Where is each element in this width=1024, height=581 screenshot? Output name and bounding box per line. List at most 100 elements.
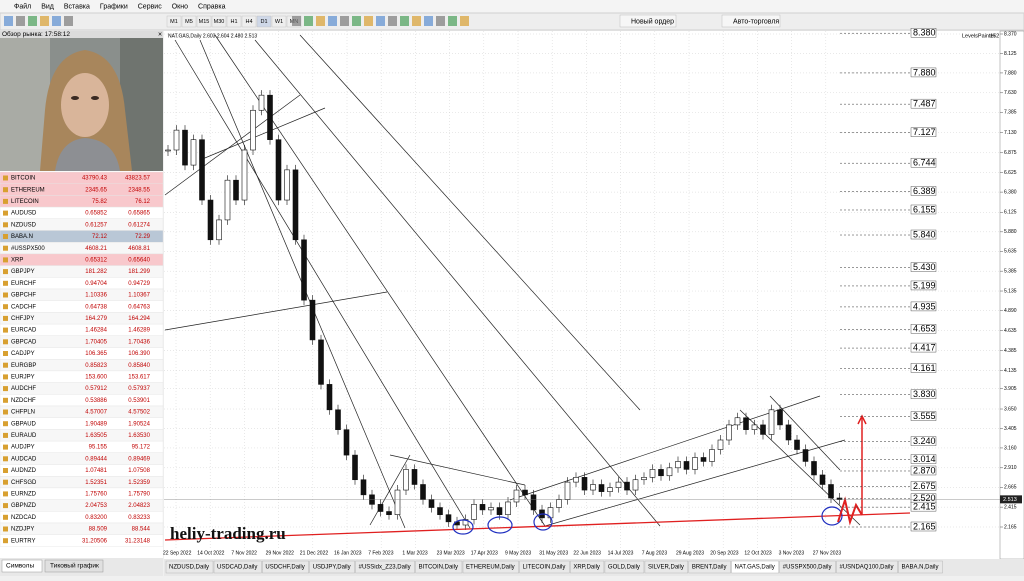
tool-icon[interactable]: [340, 16, 349, 26]
bid: 106.365: [85, 351, 107, 357]
tool-icon[interactable]: [448, 16, 457, 26]
chart-tab[interactable]: [644, 560, 689, 574]
tool-icon[interactable]: [304, 16, 313, 26]
new-order-button[interactable]: [619, 14, 677, 28]
chart-tab[interactable]: [519, 560, 570, 574]
price-tick-label: 7.630: [1004, 90, 1017, 96]
timeframe-label: M30: [214, 19, 225, 25]
panel-tab[interactable]: [44, 559, 104, 573]
panel-tab-label: Символы: [6, 563, 34, 570]
tool-icon[interactable]: [4, 16, 13, 26]
menu-item[interactable]: Вид: [41, 3, 54, 10]
tool-icon[interactable]: [460, 16, 469, 26]
price-tick-label: 3.160: [1004, 445, 1017, 451]
ask: 1.46289: [128, 328, 150, 334]
candle: [828, 484, 834, 499]
new-order-label: Новый ордер: [631, 17, 674, 25]
menu-item[interactable]: Графики: [100, 3, 128, 10]
menu-item[interactable]: Сервис: [138, 3, 162, 10]
symbol-name: #USSPX500: [11, 246, 45, 252]
ask: 2348.55: [128, 187, 150, 193]
ask: 0.94729: [128, 281, 150, 287]
timeframe-button[interactable]: [226, 15, 242, 28]
chart-tab[interactable]: [604, 560, 645, 574]
price-tick-label: 5.135: [1004, 288, 1017, 294]
chart-tab[interactable]: [836, 560, 898, 574]
ask: 0.64763: [128, 304, 150, 310]
tool-icon[interactable]: [328, 16, 337, 26]
level-label: 6.744: [913, 158, 936, 168]
candle: [556, 499, 562, 508]
ask: 1.63530: [128, 433, 150, 439]
tool-icon[interactable]: [292, 16, 301, 26]
timeframe-button[interactable]: [181, 15, 197, 28]
ask: 164.294: [128, 316, 150, 322]
chart-tab[interactable]: [262, 560, 309, 574]
ask: 95.172: [132, 445, 151, 451]
ask: 72.29: [135, 234, 151, 240]
timeframe-button[interactable]: [166, 15, 182, 28]
timeframe-button[interactable]: [211, 15, 227, 28]
menu-item[interactable]: Справка: [198, 3, 226, 10]
tool-icon[interactable]: [400, 16, 409, 26]
level-box: [910, 157, 937, 168]
timeframe-button[interactable]: [271, 15, 287, 28]
symbol-name: EURJPY: [11, 374, 35, 380]
tool-icon[interactable]: [376, 16, 385, 26]
tool-icon[interactable]: [316, 16, 325, 26]
menu-item[interactable]: Файл: [14, 2, 31, 10]
timeframe-button[interactable]: [196, 15, 212, 28]
chart-tab[interactable]: [462, 560, 519, 574]
tool-icon[interactable]: [412, 16, 421, 26]
chart-tab[interactable]: [688, 560, 731, 574]
level-box: [910, 411, 937, 421]
candle: [590, 484, 596, 491]
candle: [471, 504, 477, 520]
chart-tab[interactable]: [415, 560, 463, 574]
bid: 0.65852: [85, 211, 107, 217]
candle: [377, 504, 384, 512]
tool-icon[interactable]: [52, 16, 61, 26]
symbol-name: BITCOIN: [11, 176, 35, 182]
menu-item[interactable]: Окно: [172, 3, 188, 10]
ask: 0.89469: [128, 456, 150, 462]
tool-icon[interactable]: [364, 16, 373, 26]
symbol-icon: [3, 432, 8, 438]
menu-item[interactable]: Вставка: [64, 3, 90, 10]
tool-icon[interactable]: [388, 16, 397, 26]
candle: [437, 507, 443, 515]
chart-tab-label: NZDUSD,Daily: [169, 565, 209, 571]
symbol-icon: [3, 397, 8, 403]
tool-icon[interactable]: [424, 16, 433, 26]
chart-tab[interactable]: [898, 560, 943, 574]
tool-icon[interactable]: [64, 16, 73, 26]
tool-icon[interactable]: [40, 16, 49, 26]
tool-icon[interactable]: [352, 16, 361, 26]
tool-icon[interactable]: [16, 16, 25, 26]
chart-tab[interactable]: [570, 560, 605, 574]
chart-tab[interactable]: [309, 560, 355, 574]
panel-tab[interactable]: [1, 559, 43, 573]
level-box: [910, 454, 937, 464]
level-label: 3.240: [913, 436, 936, 446]
symbol-row[interactable]: [0, 534, 164, 547]
chart-tab[interactable]: [355, 560, 415, 574]
symbol-name: EURCHF: [11, 281, 36, 287]
price-tick-label: 5.635: [1004, 249, 1017, 255]
close-icon[interactable]: ×: [158, 31, 162, 38]
candle: [658, 469, 664, 477]
candle: [207, 199, 214, 241]
chart-tab[interactable]: [731, 560, 779, 574]
chart-tab[interactable]: [213, 560, 262, 574]
candle: [785, 424, 792, 441]
tool-icon[interactable]: [28, 16, 37, 26]
timeframe-button[interactable]: [256, 15, 272, 28]
tool-icon[interactable]: [436, 16, 445, 26]
price-axis: [999, 30, 1024, 560]
chart-tab[interactable]: [165, 560, 214, 574]
ask: 1.75790: [128, 491, 150, 497]
chart-tab[interactable]: [779, 560, 836, 574]
bid: 1.63505: [85, 433, 107, 439]
auto-trading-button[interactable]: [721, 14, 781, 28]
timeframe-button[interactable]: [241, 15, 257, 28]
